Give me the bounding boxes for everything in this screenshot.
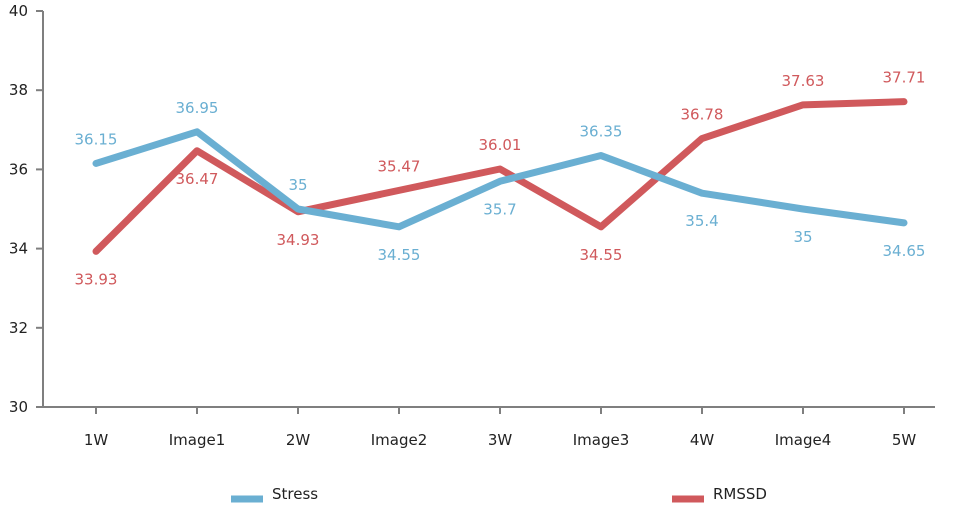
data-label-rmssd: 36.47 — [176, 170, 219, 188]
data-label-rmssd: 37.71 — [883, 69, 926, 87]
x-tick-label: 2W — [286, 431, 311, 449]
y-tick-label: 36 — [9, 160, 28, 178]
data-label-rmssd: 34.55 — [580, 246, 623, 264]
x-tick-label: 4W — [690, 431, 715, 449]
x-tick-label: Image1 — [169, 431, 226, 449]
data-label-stress: 34.55 — [378, 246, 421, 264]
y-tick-label: 32 — [9, 319, 28, 337]
data-label-stress: 35.4 — [685, 212, 718, 230]
axes: 30 32 34 36 38 40 1W Image1 2W Image2 3W Image3 4W Im… — [9, 2, 935, 449]
data-label-rmssd: 35.47 — [378, 157, 421, 175]
data-label-stress: 35 — [288, 176, 307, 194]
y-tick-label: 30 — [9, 398, 28, 416]
series-line-rmssd — [92, 98, 908, 255]
series-line-stress — [92, 128, 908, 231]
data-label-rmssd: 34.93 — [277, 231, 320, 249]
data-label-rmssd: 36.78 — [681, 106, 724, 124]
y-tick-label: 38 — [9, 81, 28, 99]
legend-label-stress: Stress — [272, 485, 318, 503]
data-label-stress: 36.15 — [75, 130, 118, 148]
data-label-rmssd: 33.93 — [75, 270, 118, 288]
data-label-rmssd: 36.01 — [479, 136, 522, 154]
data-label-stress: 34.65 — [883, 242, 926, 260]
data-label-stress: 35 — [793, 228, 812, 246]
data-label-rmssd: 37.63 — [782, 72, 825, 90]
data-label-stress: 36.95 — [176, 99, 219, 117]
x-tick-label: Image4 — [775, 431, 832, 449]
legend-label-rmssd: RMSSD — [713, 485, 767, 503]
x-tick-label: 1W — [84, 431, 109, 449]
x-tick-label: Image2 — [371, 431, 428, 449]
x-tick-label: 3W — [488, 431, 513, 449]
x-tick-label: Image3 — [573, 431, 630, 449]
y-tick-label: 34 — [9, 240, 28, 258]
data-label-stress: 36.35 — [580, 123, 623, 141]
data-labels: 36.15 36.95 35 34.55 35.7 36.35 35.4 35 34.65 33.… — [75, 69, 926, 289]
data-label-stress: 35.7 — [483, 200, 516, 218]
legend: Stress RMSSD — [231, 485, 767, 503]
y-tick-label: 40 — [9, 2, 28, 20]
x-tick-label: 5W — [892, 431, 917, 449]
series-lines — [92, 98, 908, 255]
